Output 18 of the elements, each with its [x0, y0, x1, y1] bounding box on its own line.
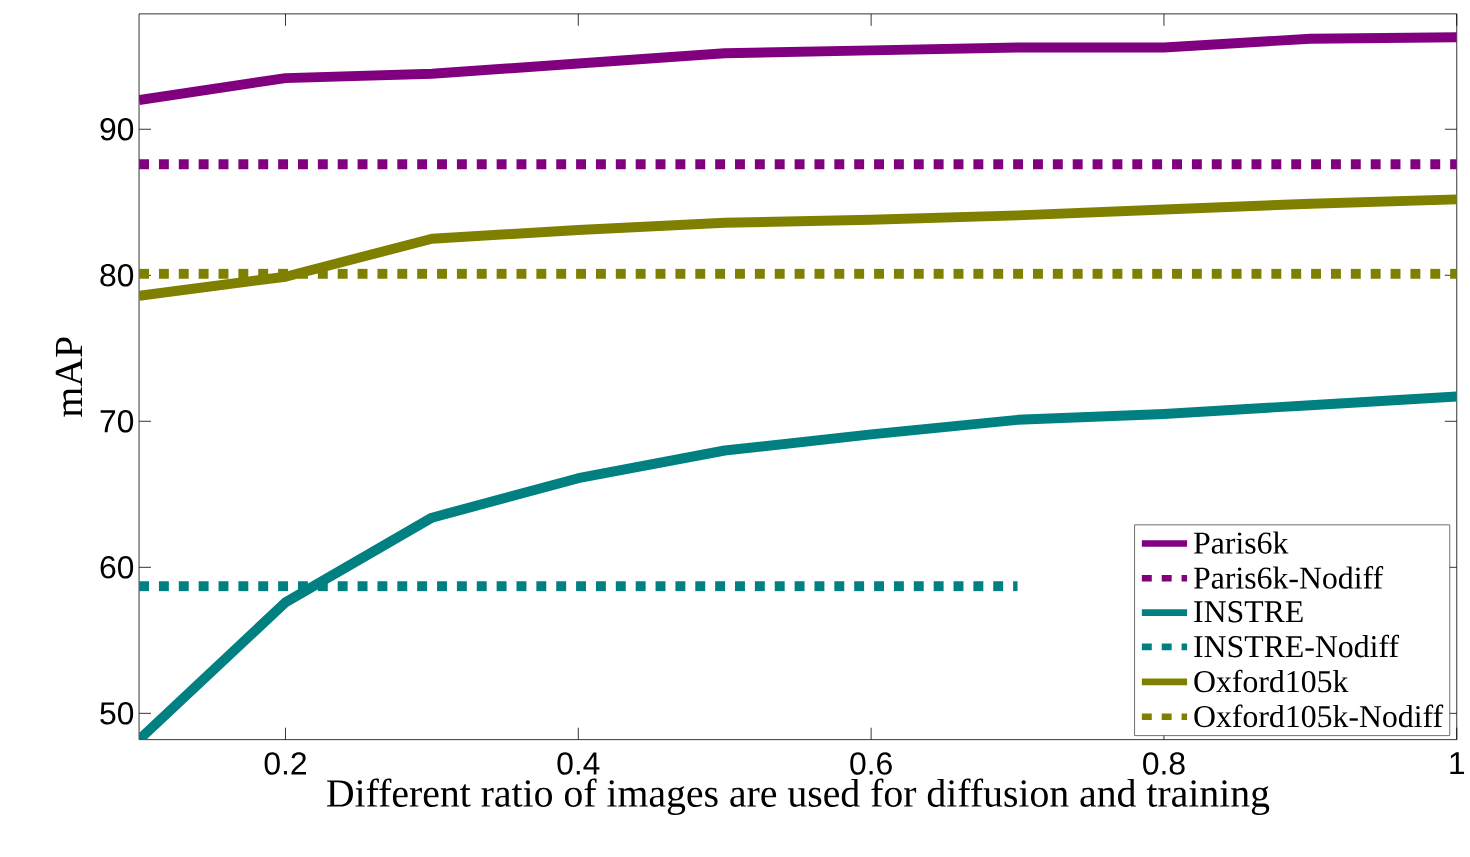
y-tick-label: 50: [100, 702, 134, 725]
x-tick-label: 0.8: [1143, 752, 1185, 775]
x-tick-label: 0.2: [264, 752, 306, 775]
x-tick-label: 0.6: [850, 752, 892, 775]
y-axis-title: mAP: [55, 337, 82, 417]
legend-label: INSTRE: [1194, 601, 1303, 623]
legend-label: Paris6k: [1193, 531, 1289, 554]
legend-label: Paris6k-Nodiff: [1193, 566, 1384, 589]
x-axis-title: Different ratio of images are used for diffusion and training: [327, 778, 1270, 816]
y-tick-label: 90: [100, 118, 134, 141]
legend-label: Oxford105k-Nodiff: [1194, 704, 1444, 728]
y-tick-label: 70: [100, 410, 134, 433]
y-tick-label: 80: [100, 264, 134, 287]
legend-label: INSTRE-Nodiff: [1194, 634, 1400, 658]
x-tick-label: 1: [1450, 752, 1465, 775]
y-tick-label: 60: [100, 556, 134, 579]
x-tick-label: 0.4: [557, 752, 600, 775]
legend-label: Oxford105k: [1194, 669, 1349, 693]
